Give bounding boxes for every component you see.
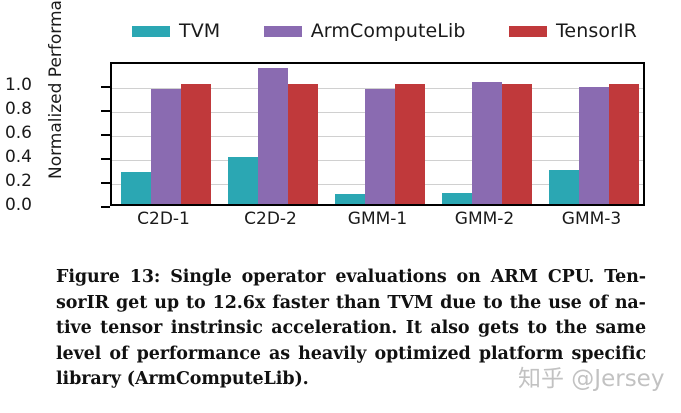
y-tick-mark bbox=[101, 86, 110, 88]
caption-line: level of performance as heavily optimized plat… bbox=[56, 343, 646, 364]
caption-line: library (ArmComputeLib). bbox=[56, 369, 309, 389]
bar bbox=[364, 89, 395, 204]
y-tick-label: 0.4 bbox=[4, 147, 32, 167]
bar bbox=[548, 169, 579, 204]
y-tick-label: 0.0 bbox=[4, 195, 32, 215]
bar bbox=[287, 84, 318, 204]
y-tick-mark bbox=[101, 182, 110, 184]
x-tick-label: GMM-2 bbox=[454, 209, 515, 229]
legend-entry-armcomputelib: ArmComputeLib bbox=[263, 19, 466, 42]
bar bbox=[608, 84, 639, 204]
bar bbox=[150, 89, 181, 204]
bar-group-bars bbox=[326, 64, 433, 204]
bar bbox=[334, 194, 365, 204]
x-tick-label: C2D-2 bbox=[244, 209, 297, 229]
bar bbox=[180, 84, 211, 204]
x-tick-label: C2D-1 bbox=[137, 209, 190, 229]
bar bbox=[471, 82, 502, 204]
y-axis-label: Normalized Performance bbox=[46, 0, 66, 179]
chart-legend: TVM ArmComputeLib TensorIR bbox=[110, 16, 655, 46]
bar bbox=[441, 193, 472, 204]
y-tick-mark bbox=[101, 206, 110, 208]
legend-entry-tvm: TVM bbox=[132, 19, 221, 42]
bar bbox=[257, 68, 288, 204]
x-tick-label: GMM-1 bbox=[347, 209, 408, 229]
bar-group bbox=[540, 64, 647, 204]
caption-line: Figure 13: Single operator evaluations on ARM C… bbox=[56, 267, 646, 287]
legend-label-armcomputelib: ArmComputeLib bbox=[310, 19, 466, 42]
y-tick-label: 0.8 bbox=[4, 99, 32, 119]
legend-swatch-armcomputelib bbox=[263, 25, 302, 37]
y-tick-label: 0.6 bbox=[4, 123, 32, 143]
y-tick-label: 0.2 bbox=[4, 171, 32, 191]
y-tick-label: 1.0 bbox=[4, 75, 32, 95]
bar-group bbox=[433, 64, 540, 204]
y-tick-mark bbox=[101, 158, 110, 160]
bar-group bbox=[112, 64, 219, 204]
bar-group-bars bbox=[219, 64, 326, 204]
bar-group bbox=[219, 64, 326, 204]
legend-swatch-tvm bbox=[132, 25, 170, 37]
legend-label-tvm: TVM bbox=[179, 19, 221, 42]
x-tick-label: GMM-3 bbox=[561, 209, 622, 229]
bar-group bbox=[326, 64, 433, 204]
y-tick-mark bbox=[101, 110, 110, 112]
plot-area bbox=[110, 62, 645, 206]
bar-chart-figure: TVM ArmComputeLib TensorIR Normalized Pe… bbox=[4, 0, 655, 229]
bar bbox=[227, 157, 258, 204]
gridline bbox=[112, 88, 643, 89]
legend-entry-tensorir: TensorIR bbox=[508, 19, 637, 42]
caption-line: tive tensor instrinsic acceleration. It also g… bbox=[56, 318, 646, 338]
figure-caption: Figure 13: Single operator evaluations on ARM C… bbox=[56, 265, 646, 393]
bar bbox=[578, 87, 609, 204]
plot-inner bbox=[112, 64, 643, 204]
caption-line: sorIR get up to 12.6x faster than TVM due to the us… bbox=[56, 292, 646, 313]
y-tick-mark bbox=[101, 134, 110, 136]
bar-group-bars bbox=[112, 64, 219, 204]
bar-group-bars bbox=[540, 64, 647, 204]
bar bbox=[501, 84, 532, 204]
bar bbox=[120, 171, 151, 204]
bar bbox=[394, 84, 425, 204]
bar-group-bars bbox=[433, 64, 540, 204]
legend-label-tensorir: TensorIR bbox=[555, 19, 637, 42]
legend-swatch-tensorir bbox=[508, 25, 547, 37]
